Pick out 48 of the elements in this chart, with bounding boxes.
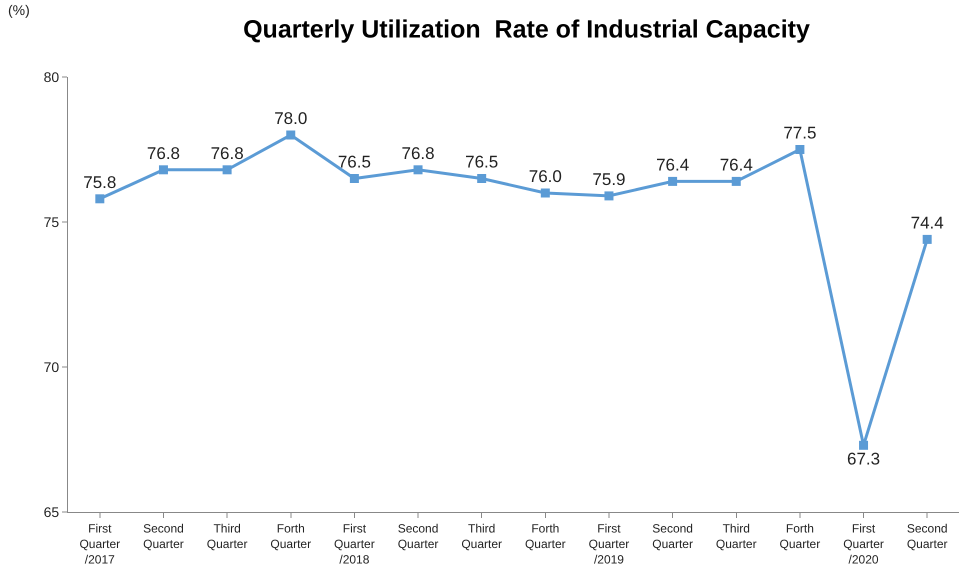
data-label: 76.8 bbox=[146, 144, 180, 163]
data-label: 74.4 bbox=[910, 214, 944, 233]
data-label: 76.5 bbox=[465, 152, 498, 172]
data-label: 76.4 bbox=[720, 156, 753, 175]
point bbox=[222, 165, 232, 174]
point bbox=[286, 130, 296, 140]
point bbox=[604, 191, 614, 200]
data-label: 76.8 bbox=[210, 144, 244, 163]
point bbox=[414, 165, 423, 174]
data-label: 76.8 bbox=[401, 144, 435, 163]
x-tick-label: Forth Quarter bbox=[780, 521, 820, 551]
point bbox=[95, 194, 104, 204]
x-tick-label: Second Quarter bbox=[143, 521, 184, 551]
point bbox=[922, 234, 932, 244]
data-label: 77.5 bbox=[783, 124, 816, 143]
point bbox=[668, 176, 678, 186]
point bbox=[350, 174, 359, 183]
data-label: 76.4 bbox=[656, 156, 690, 175]
x-tick-label: First Quarter /2019 bbox=[588, 521, 630, 567]
y-tick-label: 65 bbox=[44, 504, 60, 520]
x-tick-label: First Quarter /2020 bbox=[843, 521, 884, 567]
data-label: 76.5 bbox=[338, 152, 371, 172]
x-tick-label: Third Quarter bbox=[716, 521, 757, 551]
x-tick-label: First Quarter /2017 bbox=[79, 521, 120, 567]
x-tick-label: Second Quarter bbox=[652, 521, 693, 551]
data-label: 78.0 bbox=[274, 109, 308, 128]
data-label: 75.9 bbox=[592, 170, 626, 190]
x-tick-label: Forth Quarter bbox=[524, 521, 566, 551]
point bbox=[732, 176, 741, 186]
data-label: 76.0 bbox=[528, 167, 562, 186]
y-tick-label: 80 bbox=[44, 68, 60, 85]
x-tick-label: First Quarter /2018 bbox=[334, 521, 375, 567]
y-tick-label: 75 bbox=[44, 214, 60, 230]
data-label: 75.8 bbox=[83, 172, 116, 192]
x-tick-label: Second Quarter bbox=[398, 521, 438, 551]
x-tick-label: Third Quarter bbox=[206, 521, 248, 551]
y-axis-title: (%) bbox=[8, 2, 30, 18]
x-tick-label: Forth Quarter bbox=[270, 521, 312, 551]
x-tick-label: Second Quarter bbox=[906, 521, 948, 551]
chart-title: Quarterly Utilization Rate of Industrial Capacity bbox=[243, 16, 810, 44]
point bbox=[859, 440, 868, 450]
point bbox=[795, 145, 804, 154]
data-label: 67.3 bbox=[846, 450, 880, 469]
point bbox=[158, 165, 168, 174]
point bbox=[477, 174, 486, 183]
point bbox=[540, 188, 550, 198]
y-tick-label: 70 bbox=[44, 358, 60, 375]
x-tick-label: Third Quarter bbox=[461, 521, 502, 551]
